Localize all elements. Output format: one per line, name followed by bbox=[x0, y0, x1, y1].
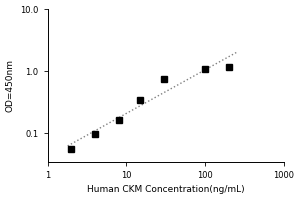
Y-axis label: OD=450nm: OD=450nm bbox=[6, 59, 15, 112]
X-axis label: Human CKM Concentration(ng/mL): Human CKM Concentration(ng/mL) bbox=[87, 185, 244, 194]
